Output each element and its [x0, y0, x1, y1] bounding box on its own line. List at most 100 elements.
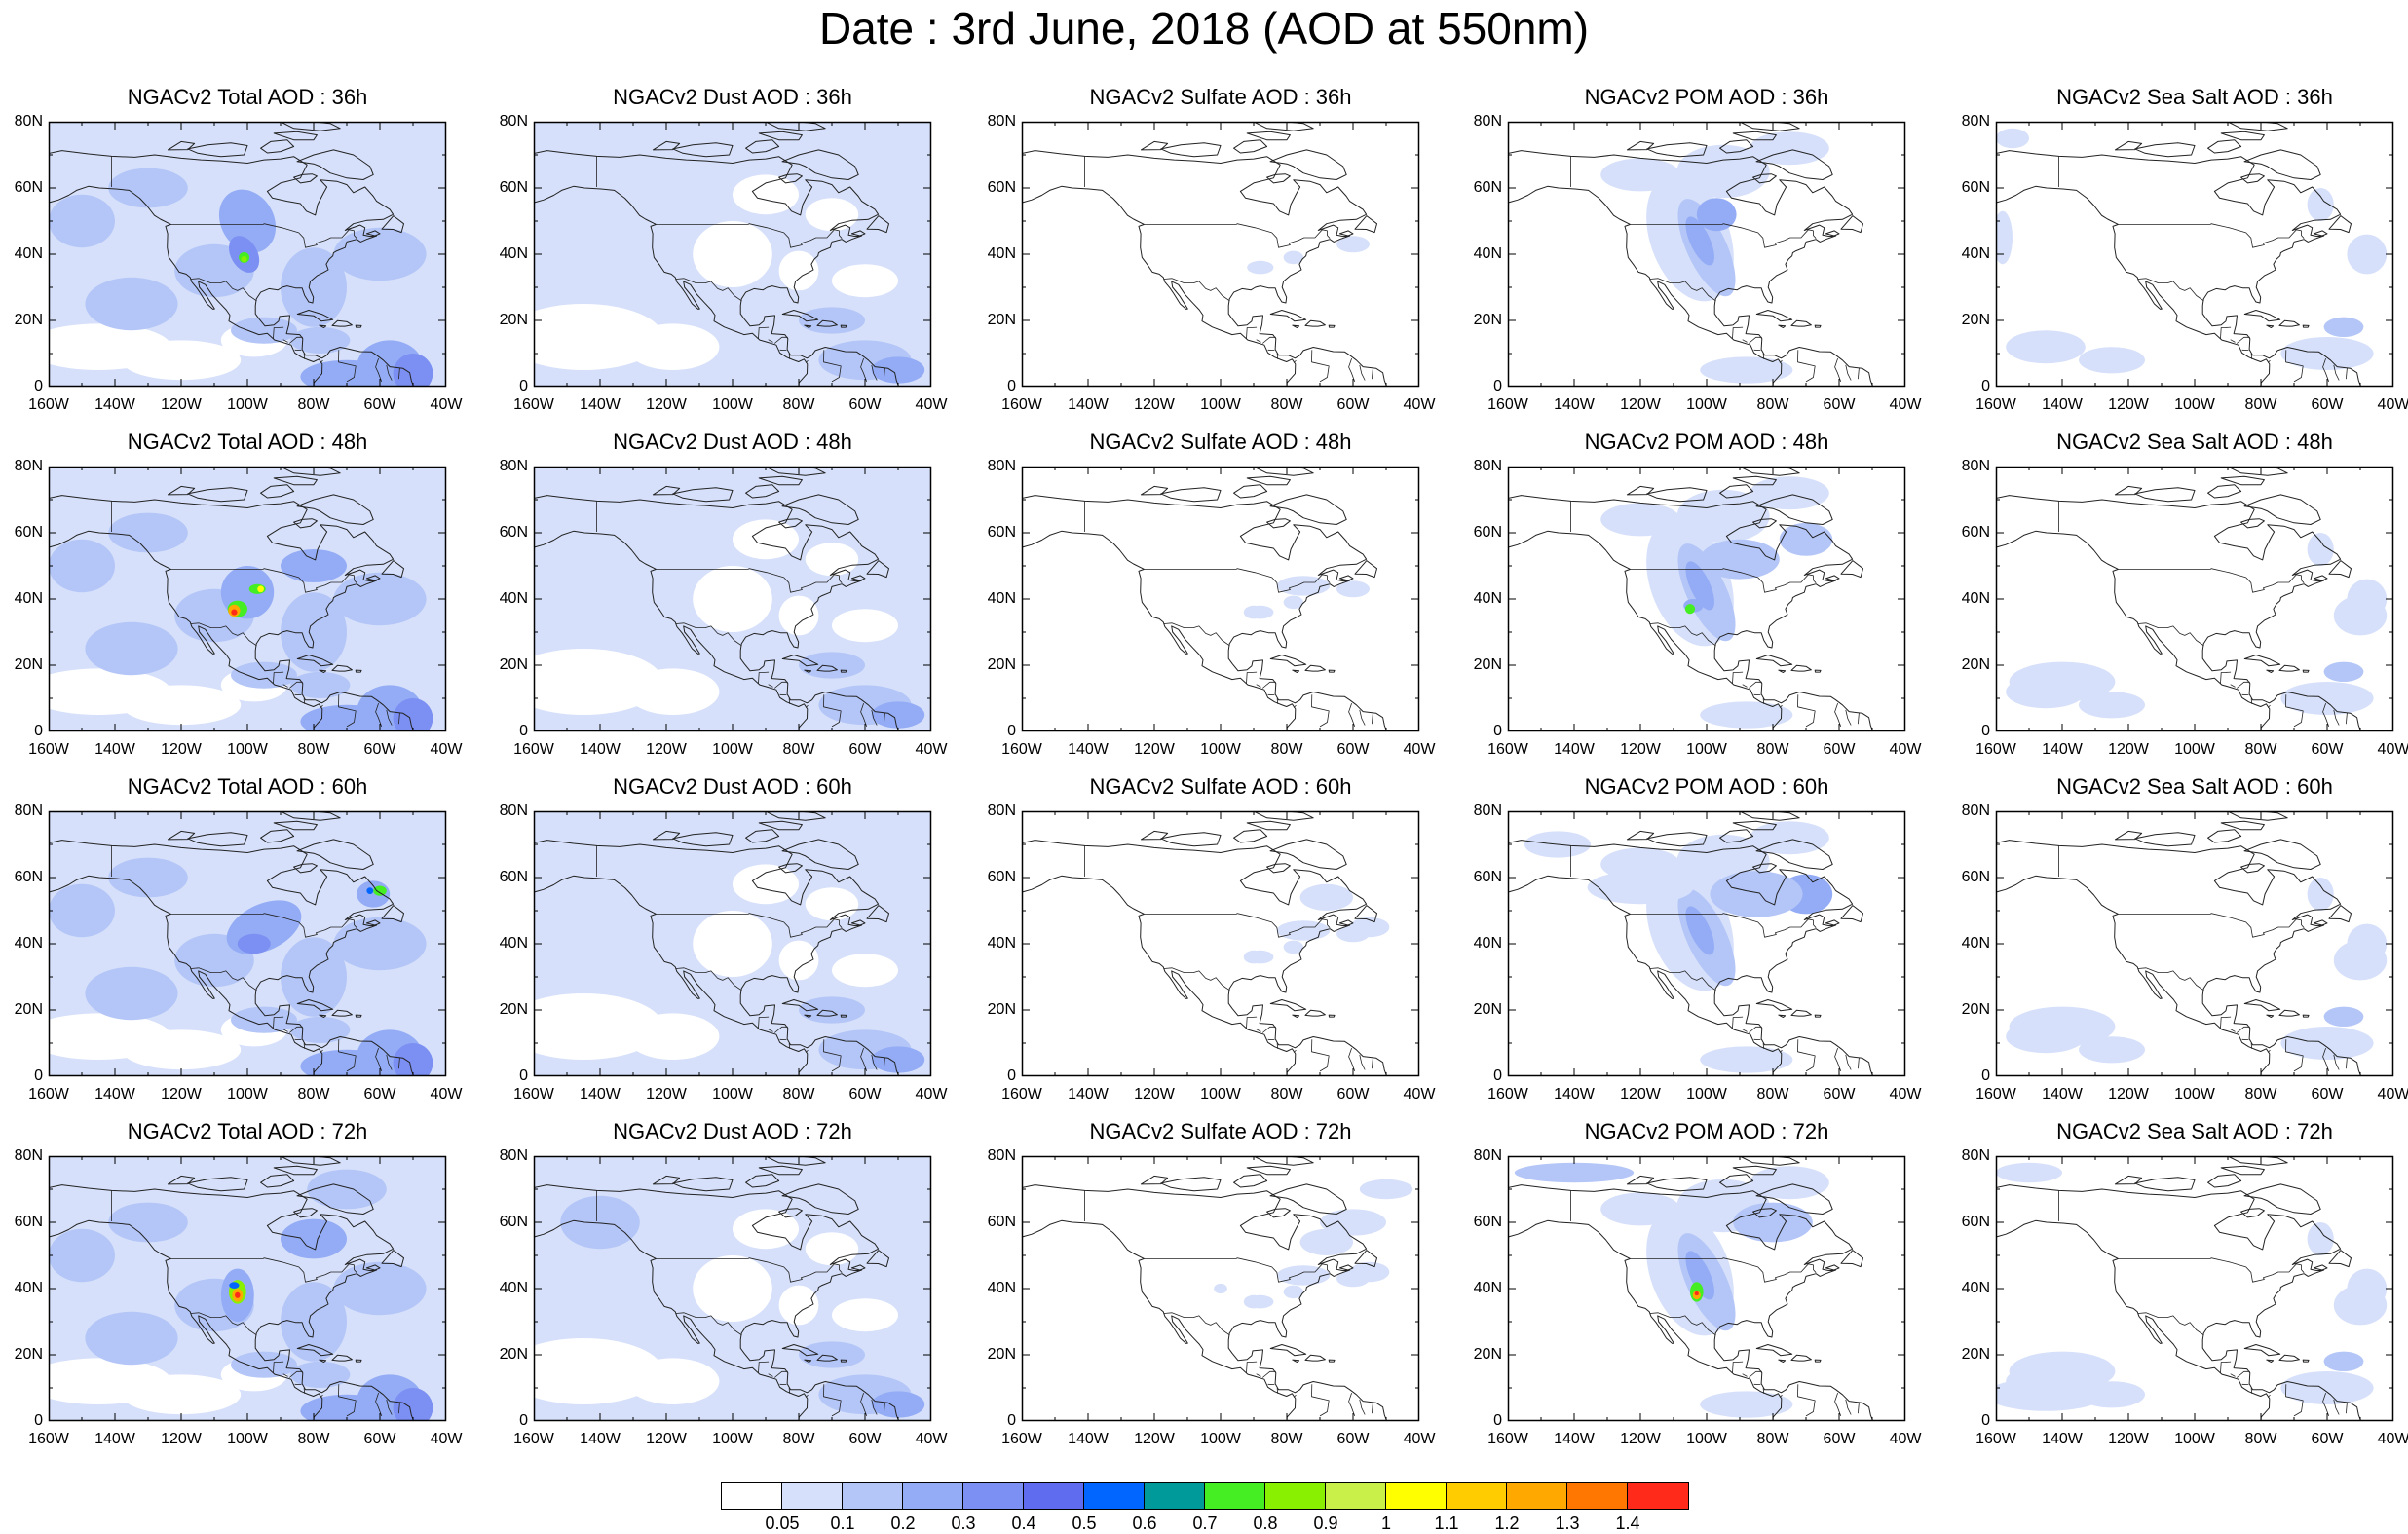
aod-field: [1508, 467, 1905, 731]
coastlines: [1996, 122, 2362, 387]
aod-map: [1507, 466, 1906, 732]
aod-patch: [626, 323, 720, 370]
lon-tick-label: 120W: [1620, 741, 1661, 758]
lat-tick-label: 0: [1493, 723, 1502, 739]
lon-tick-label: 100W: [227, 1431, 268, 1447]
map-panel-pom-72h: NGACv2 POM AOD : 72h 80N 60N 40N 20N 0 160W 140…: [1474, 1119, 1922, 1447]
lat-tick-label: 60N: [499, 524, 528, 541]
lat-tick-label: 0: [519, 1067, 528, 1084]
lon-tick-label: 40W: [1889, 1431, 1922, 1447]
colorbar-label: 1.2: [1494, 1514, 1520, 1533]
aod-patch: [1247, 260, 1274, 275]
panel-title: NGACv2 Dust AOD : 48h: [613, 430, 852, 454]
aod-patch: [1283, 595, 1303, 610]
aod-patch: [237, 933, 271, 954]
coastlines: [49, 122, 415, 387]
aod-field: [534, 1156, 931, 1421]
panel-title: NGACv2 Total AOD : 72h: [127, 1119, 368, 1143]
lon-tick-label: 140W: [1068, 741, 1109, 758]
lon-tick-label: 60W: [848, 396, 882, 413]
colorbar-label: 0.6: [1132, 1514, 1157, 1533]
coastlines: [1996, 1156, 2362, 1421]
lon-tick-label: 120W: [161, 1086, 202, 1103]
lat-tick-label: 20N: [499, 1001, 528, 1018]
lat-tick-label: 40N: [1961, 245, 1990, 262]
lon-tick-label: 60W: [1823, 1086, 1856, 1103]
colorbar-label: 0.4: [1011, 1514, 1036, 1533]
lon-tick-label: 60W: [848, 1431, 882, 1447]
map-panel-pom-48h: NGACv2 POM AOD : 48h 80N 60N 40N 20N 0 160W 140…: [1474, 430, 1922, 758]
lon-tick-label: 60W: [363, 1431, 396, 1447]
coastlines: [49, 811, 415, 1076]
aod-patch: [1996, 1377, 2106, 1411]
lat-tick-label: 0: [1007, 1067, 1016, 1084]
lat-tick-label: 60N: [499, 869, 528, 885]
lon-tick-label: 120W: [1134, 1431, 1175, 1447]
map-panel-seasalt-60h: NGACv2 Sea Salt AOD : 60h 80N 60N 40N 20N 0 16…: [1962, 774, 2408, 1103]
lon-tick-label: 80W: [297, 1086, 330, 1103]
lon-tick-label: 140W: [580, 1086, 621, 1103]
map-panel-sulfate-48h: NGACv2 Sulfate AOD : 48h 80N 60N 40N 20N 0 160…: [988, 430, 1436, 758]
aod-patch: [121, 1374, 242, 1415]
panel-title: NGACv2 Sea Salt AOD : 72h: [2056, 1119, 2333, 1143]
aod-field: [49, 1156, 446, 1421]
lat-tick-label: 80N: [1961, 113, 1990, 130]
lat-tick-label: 60N: [1473, 869, 1502, 885]
aod-patch: [1685, 906, 1714, 955]
aod-patch: [231, 1351, 297, 1378]
lat-tick-label: 40N: [499, 245, 528, 262]
aod-patch: [49, 883, 115, 938]
aod-patch: [2307, 1222, 2334, 1255]
aod-patch: [2323, 1006, 2364, 1027]
lon-tick-label: 80W: [1270, 741, 1303, 758]
aod-patch: [2307, 878, 2334, 911]
aod-map: [48, 810, 447, 1077]
aod-field: [1022, 122, 1419, 387]
lon-tick-label: 60W: [848, 741, 882, 758]
aod-field: [534, 811, 931, 1076]
panel-title: NGACv2 Dust AOD : 36h: [613, 85, 852, 109]
lon-tick-label: 120W: [1134, 396, 1175, 413]
panel-title: NGACv2 Total AOD : 48h: [127, 430, 368, 454]
aod-patch: [1779, 522, 1833, 556]
panel-title: NGACv2 Sulfate AOD : 60h: [1089, 774, 1352, 799]
lon-tick-label: 100W: [227, 741, 268, 758]
lat-tick-label: 20N: [987, 656, 1016, 673]
lon-tick-label: 140W: [2042, 396, 2083, 413]
lon-tick-label: 120W: [161, 396, 202, 413]
aod-patch: [1283, 1285, 1303, 1299]
lat-tick-label: 40N: [499, 1280, 528, 1296]
aod-patch: [693, 911, 772, 977]
lat-tick-label: 60N: [14, 179, 43, 196]
lon-tick-label: 100W: [1686, 1431, 1727, 1447]
lat-tick-label: 20N: [1961, 656, 1990, 673]
aod-field: [49, 811, 446, 1076]
lat-tick-label: 0: [1007, 378, 1016, 394]
aod-patch: [2006, 330, 2086, 364]
lon-tick-label: 140W: [1554, 741, 1595, 758]
aod-patch: [2307, 533, 2334, 566]
aod-patch: [2079, 692, 2145, 719]
map-panel-total-48h: NGACv2 Total AOD : 48h 80N 60N 40N 20N 0 160W 1…: [15, 430, 463, 758]
aod-patch: [231, 317, 297, 344]
aod-patch: [333, 227, 427, 281]
colorbar-label: 0.7: [1192, 1514, 1218, 1533]
aod-patch: [281, 1282, 347, 1362]
colorbar-label: 0.05: [765, 1514, 800, 1533]
aod-map: [533, 121, 932, 388]
aod-map: [1507, 1155, 1906, 1422]
aod-patch: [693, 566, 772, 632]
lat-tick-label: 0: [1493, 1067, 1502, 1084]
lon-tick-label: 60W: [848, 1086, 882, 1103]
lon-tick-label: 60W: [363, 741, 396, 758]
aod-patch: [1684, 604, 1696, 615]
lon-tick-label: 60W: [1336, 1086, 1370, 1103]
lat-tick-label: 20N: [987, 1001, 1016, 1018]
colorbar-swatch: [1084, 1483, 1145, 1509]
aod-field: [1996, 1156, 2393, 1421]
aod-patch: [2347, 234, 2388, 275]
aod-patch: [121, 685, 242, 726]
colorbar-swatch: [1507, 1483, 1567, 1509]
colorbar-swatch: [1145, 1483, 1205, 1509]
lon-tick-label: 40W: [1889, 1086, 1922, 1103]
